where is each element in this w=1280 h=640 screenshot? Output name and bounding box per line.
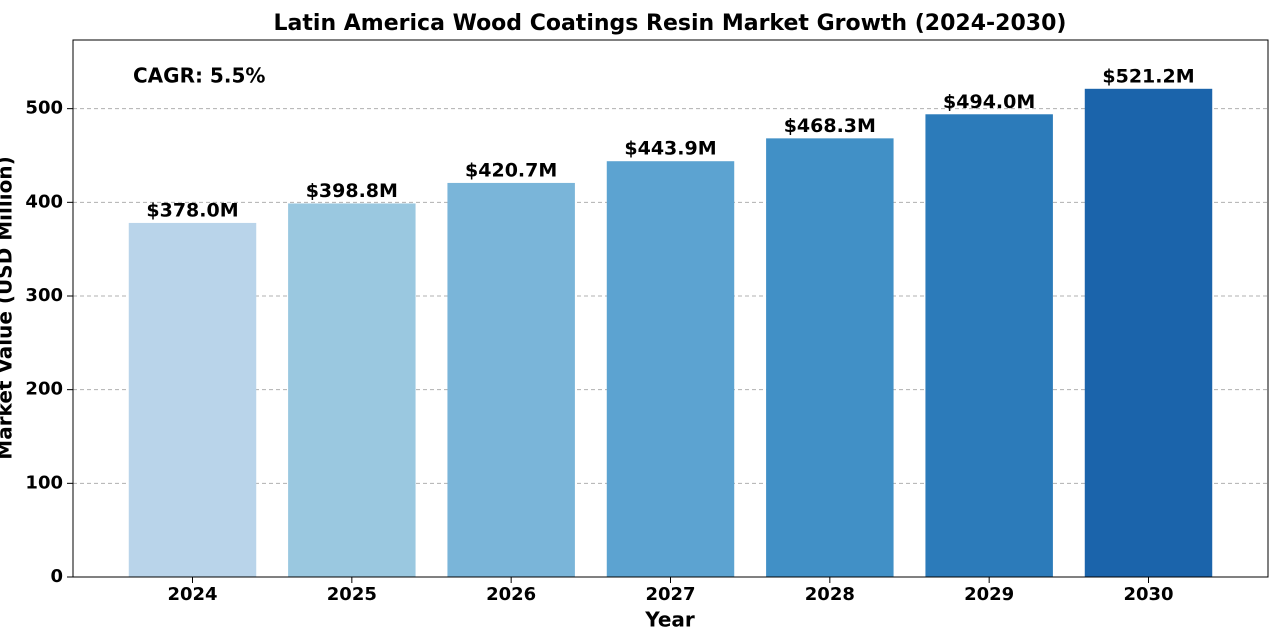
x-tick-label: 2027 [645, 584, 695, 605]
bar [1084, 88, 1213, 577]
x-tick-label: 2030 [1123, 584, 1173, 605]
x-tick-label: 2024 [167, 584, 217, 605]
y-tick-label: 300 [25, 285, 63, 306]
x-tick-label: 2026 [486, 584, 536, 605]
x-tick-label: 2025 [327, 584, 377, 605]
chart-title: Latin America Wood Coatings Resin Market… [274, 11, 1067, 36]
value-label: $420.7M [465, 159, 557, 181]
plot-frame [72, 39, 1269, 578]
y-tick-label: 0 [50, 566, 63, 587]
bar [288, 203, 416, 577]
value-label: $521.2M [1102, 65, 1194, 87]
y-tick-label: 200 [25, 379, 63, 400]
bar [606, 161, 735, 577]
value-label: $398.8M [306, 180, 398, 202]
value-label: $494.0M [943, 91, 1035, 113]
y-tick-label: 100 [25, 472, 63, 493]
value-label: $468.3M [784, 115, 876, 137]
annotation: CAGR: 5.5% [133, 64, 265, 88]
y-tick-label: 500 [25, 98, 63, 119]
x-tick-label: 2028 [805, 584, 855, 605]
x-tick-label: 2029 [964, 584, 1014, 605]
value-label: $443.9M [624, 138, 716, 160]
y-axis-label: Market Value (USD Million) [0, 156, 17, 459]
bar [766, 138, 894, 577]
value-label: $378.0M [146, 199, 238, 221]
bar [447, 182, 575, 577]
bar [925, 114, 1053, 578]
y-tick-label: 400 [25, 191, 63, 212]
bar [128, 222, 257, 577]
x-axis-label: Year [644, 608, 695, 632]
